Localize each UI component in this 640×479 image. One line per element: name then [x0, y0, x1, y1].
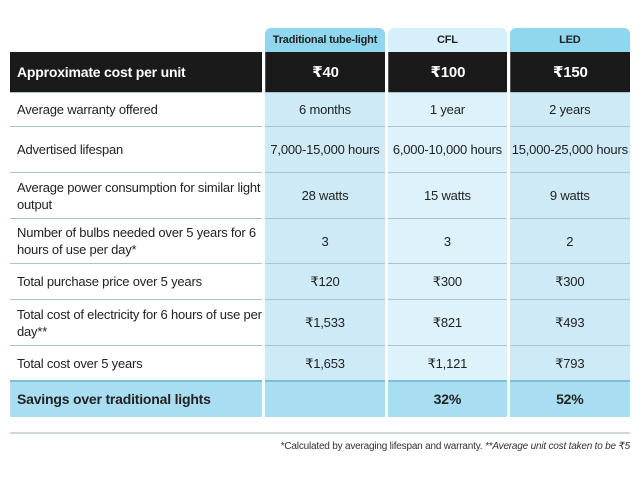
- cost-per-unit-label: Approximate cost per unit: [10, 52, 262, 92]
- row-value-traditional: 7,000-15,000 hours: [264, 126, 386, 172]
- footnote: *Calculated by averaging lifespan and wa…: [281, 441, 630, 452]
- header-led: LED: [509, 28, 630, 52]
- row-value-cfl: 3: [388, 218, 507, 263]
- savings-led: 52%: [509, 380, 630, 417]
- row-label: Average warranty offered: [10, 92, 262, 126]
- row-value-traditional: ₹120: [264, 263, 386, 299]
- table-row: Number of bulbs needed over 5 years for …: [10, 218, 630, 263]
- header-traditional: Traditional tube-light: [264, 28, 386, 52]
- row-value-cfl: ₹821: [388, 299, 507, 345]
- table-row: Average power consumption for similar li…: [10, 172, 630, 218]
- header-spacer: [10, 28, 262, 52]
- cost-cfl: ₹100: [388, 52, 507, 92]
- table-bottom-edge: [10, 432, 630, 434]
- row-value-cfl: ₹1,121: [388, 345, 507, 380]
- row-label: Advertised lifespan: [10, 126, 262, 172]
- savings-label: Savings over traditional lights: [10, 380, 262, 417]
- row-label: Average power consumption for similar li…: [10, 172, 262, 218]
- footnote-second: **Average unit cost taken to be ₹5: [484, 441, 630, 452]
- savings-row: Savings over traditional lights 32% 52%: [10, 380, 630, 417]
- row-value-cfl: 15 watts: [388, 172, 507, 218]
- row-label: Total cost of electricity for 6 hours of…: [10, 299, 262, 345]
- row-value-cfl: 6,000-10,000 hours: [388, 126, 507, 172]
- comparison-table: Traditional tube-light CFL LED Approxima…: [10, 28, 630, 417]
- row-value-traditional: ₹1,533: [264, 299, 386, 345]
- row-value-led: 15,000-25,000 hours: [509, 126, 630, 172]
- table-row: Total cost over 5 years ₹1,653 ₹1,121 ₹7…: [10, 345, 630, 380]
- savings-traditional: [264, 380, 386, 417]
- footnote-first: *Calculated by averaging lifespan and wa…: [280, 441, 483, 452]
- header-cfl: CFL: [388, 28, 507, 52]
- row-value-led: ₹793: [509, 345, 630, 380]
- row-value-traditional: 6 months: [264, 92, 386, 126]
- cost-traditional: ₹40: [264, 52, 386, 92]
- cost-led: ₹150: [509, 52, 630, 92]
- row-label: Total purchase price over 5 years: [10, 263, 262, 299]
- cost-per-unit-row: Approximate cost per unit ₹40 ₹100 ₹150: [10, 52, 630, 92]
- row-value-cfl: ₹300: [388, 263, 507, 299]
- row-value-led: 2: [509, 218, 630, 263]
- row-label: Number of bulbs needed over 5 years for …: [10, 218, 262, 263]
- table-row: Total cost of electricity for 6 hours of…: [10, 299, 630, 345]
- row-value-cfl: 1 year: [388, 92, 507, 126]
- row-value-traditional: 3: [264, 218, 386, 263]
- row-value-traditional: ₹1,653: [264, 345, 386, 380]
- table-row: Average warranty offered 6 months 1 year…: [10, 92, 630, 126]
- row-label: Total cost over 5 years: [10, 345, 262, 380]
- row-value-led: ₹300: [509, 263, 630, 299]
- row-value-led: 9 watts: [509, 172, 630, 218]
- row-value-led: 2 years: [509, 92, 630, 126]
- row-value-traditional: 28 watts: [264, 172, 386, 218]
- table-row: Advertised lifespan 7,000-15,000 hours 6…: [10, 126, 630, 172]
- table-row: Total purchase price over 5 years ₹120 ₹…: [10, 263, 630, 299]
- table-header-row: Traditional tube-light CFL LED: [10, 28, 630, 52]
- savings-cfl: 32%: [388, 380, 507, 417]
- row-value-led: ₹493: [509, 299, 630, 345]
